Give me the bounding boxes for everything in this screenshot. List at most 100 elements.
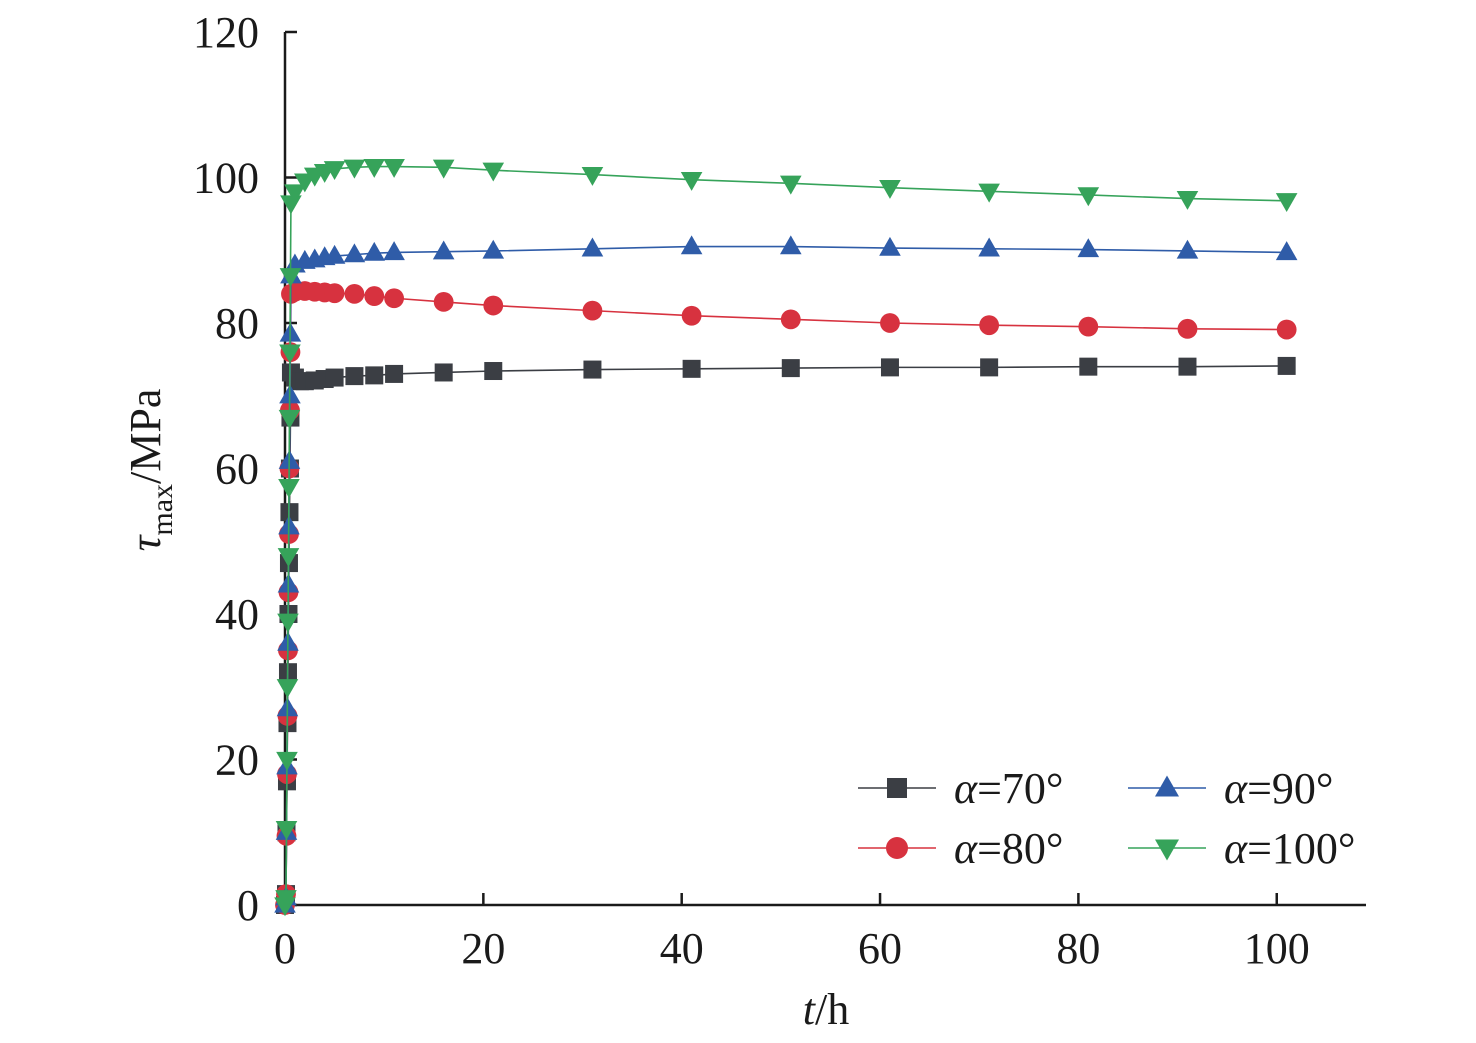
- x-axis-title-unit: /h: [815, 985, 849, 1034]
- y-axis-title-sub: max: [146, 484, 179, 536]
- data-point: [1177, 318, 1198, 339]
- x-tick-label: 60: [858, 924, 902, 973]
- series-layer: [274, 158, 1298, 917]
- data-point: [779, 235, 802, 255]
- legend-label: α=100°: [1224, 824, 1356, 873]
- y-axis-title: τmax/MPa: [121, 389, 179, 552]
- y-tick-label: 60: [215, 445, 259, 494]
- data-point: [581, 237, 604, 257]
- legend-item: α=70°: [858, 764, 1064, 813]
- series-triangle-up: [274, 235, 1298, 913]
- data-point: [780, 309, 801, 330]
- legend-label-var: α: [1224, 764, 1248, 813]
- data-point: [343, 243, 366, 263]
- series-line: [284, 365, 1287, 906]
- data-point: [278, 479, 300, 498]
- data-point: [278, 409, 301, 429]
- data-point: [279, 268, 302, 287]
- legend-marker: [1155, 775, 1179, 797]
- data-point: [383, 241, 405, 261]
- data-point: [432, 240, 455, 260]
- legend-label-var: α: [954, 764, 978, 813]
- axes: 0 20 40 60 80 100 120 0 20 40 60 80 100: [193, 8, 1366, 973]
- data-point: [1176, 239, 1199, 259]
- series-square: [276, 356, 1296, 914]
- data-point: [345, 367, 364, 386]
- data-point: [880, 358, 899, 377]
- data-point: [879, 236, 901, 256]
- data-point: [581, 166, 604, 186]
- legend-marker: [887, 778, 907, 798]
- data-point: [680, 172, 703, 191]
- data-point: [1275, 241, 1298, 261]
- legend: α=70°α=80°α=90°α=100°: [858, 764, 1356, 873]
- data-point: [680, 235, 703, 255]
- legend-marker: [886, 837, 908, 859]
- data-point: [383, 158, 405, 178]
- data-point: [277, 548, 300, 568]
- data-point: [276, 679, 299, 698]
- data-point: [582, 300, 603, 321]
- data-point: [343, 159, 366, 179]
- data-point: [363, 241, 386, 261]
- x-tick-label: 40: [660, 924, 704, 973]
- data-point: [363, 158, 386, 178]
- x-tick-label: 100: [1244, 924, 1310, 973]
- y-tick-label: 100: [193, 154, 259, 203]
- data-point: [583, 360, 602, 379]
- x-tick-label: 80: [1056, 924, 1100, 973]
- x-tick-label: 0: [274, 924, 296, 973]
- data-point: [275, 820, 298, 840]
- y-tick-label: 20: [215, 736, 259, 785]
- legend-label-value: =80°: [977, 824, 1063, 873]
- data-point: [781, 359, 800, 378]
- y-tick-label: 40: [215, 590, 259, 639]
- data-point: [1078, 316, 1099, 337]
- y-tick-label: 120: [193, 8, 259, 57]
- legend-label: α=90°: [1224, 764, 1334, 813]
- series-triangle-down: [274, 158, 1298, 917]
- legend-marker: [1155, 839, 1179, 861]
- data-point: [364, 286, 385, 306]
- data-point: [280, 195, 302, 215]
- data-point: [323, 244, 346, 264]
- data-point: [344, 284, 365, 304]
- data-point: [275, 890, 297, 909]
- y-axis-title-unit: /MPa: [121, 389, 170, 484]
- legend-item: α=80°: [858, 824, 1064, 873]
- data-point: [279, 344, 301, 364]
- y-tick-label: 80: [215, 299, 259, 348]
- x-tick-label: 20: [461, 924, 505, 973]
- series-line: [284, 290, 1287, 906]
- legend-item: α=100°: [1128, 824, 1356, 873]
- data-point: [779, 175, 802, 195]
- x-axis-title: t/h: [803, 985, 849, 1034]
- data-point: [482, 239, 505, 259]
- data-point: [1276, 319, 1297, 340]
- data-point: [880, 313, 900, 333]
- data-point: [682, 359, 701, 378]
- legend-label-var: α: [954, 824, 978, 873]
- data-point: [325, 368, 344, 387]
- data-point: [324, 283, 345, 304]
- data-point: [879, 180, 901, 199]
- data-point: [1077, 238, 1100, 258]
- data-point: [384, 288, 404, 309]
- data-point: [277, 613, 299, 633]
- x-axis-title-var: t: [803, 985, 817, 1034]
- data-point: [482, 162, 505, 182]
- data-point: [432, 159, 455, 179]
- data-point: [284, 184, 306, 204]
- data-point: [980, 358, 999, 377]
- data-point: [484, 362, 503, 381]
- data-point: [483, 295, 504, 316]
- data-point: [979, 315, 1000, 336]
- data-point: [978, 237, 1000, 257]
- data-point: [681, 305, 702, 326]
- data-point: [1277, 356, 1296, 375]
- data-point: [365, 366, 384, 385]
- y-axis-title-var: τ: [121, 533, 170, 551]
- data-point: [323, 161, 346, 181]
- y-tick-label: 0: [237, 881, 259, 930]
